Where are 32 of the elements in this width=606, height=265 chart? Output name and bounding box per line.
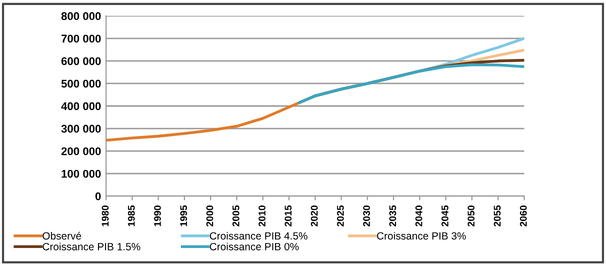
x-tick-label: 2050	[468, 206, 475, 226]
y-tick-label: 200 000	[61, 147, 101, 156]
x-tick-label: 1990	[154, 206, 161, 226]
legend-label: Croissance PIB 3%	[377, 232, 466, 240]
x-tick-label: 2015	[284, 205, 292, 226]
y-tick-label: 500 000	[61, 80, 101, 88]
line-series	[106, 101, 301, 142]
x-tick-label: 2055	[494, 205, 501, 226]
legend-label: Croissance PIB 0%	[210, 242, 299, 250]
legend-label: Croissance PIB 4.5%	[210, 232, 308, 240]
y-tick-label: 100 000	[62, 170, 101, 178]
y-tick-label: 800 000	[61, 12, 101, 20]
legend-label: Observé	[42, 232, 82, 240]
x-tick-label: 2020	[310, 206, 318, 226]
y-tick-label: 600 000	[61, 57, 101, 66]
x-tick-label: 1985	[128, 205, 135, 226]
x-tick-label: 2000	[206, 206, 214, 226]
x-tick-label: 2045	[442, 205, 448, 226]
y-tick-label: 700 000	[62, 34, 101, 43]
x-tick-label: 2030	[363, 206, 370, 226]
x-tick-label: 2040	[415, 206, 422, 226]
x-tick-label: 2035	[389, 205, 396, 226]
x-tick-label: 2010	[258, 206, 266, 226]
y-tick-label: 300 000	[61, 124, 101, 133]
legend-label: Croissance PIB 1.5%	[42, 242, 140, 250]
x-tick-label: 2025	[336, 205, 344, 226]
x-tick-label: 2060	[520, 206, 527, 226]
x-tick-label: 1995	[180, 205, 188, 226]
x-tick-label: 2005	[232, 205, 240, 226]
y-tick-label: 400 000	[61, 102, 101, 110]
x-tick-label: 1980	[102, 206, 109, 226]
y-tick-label: 0	[95, 192, 101, 200]
